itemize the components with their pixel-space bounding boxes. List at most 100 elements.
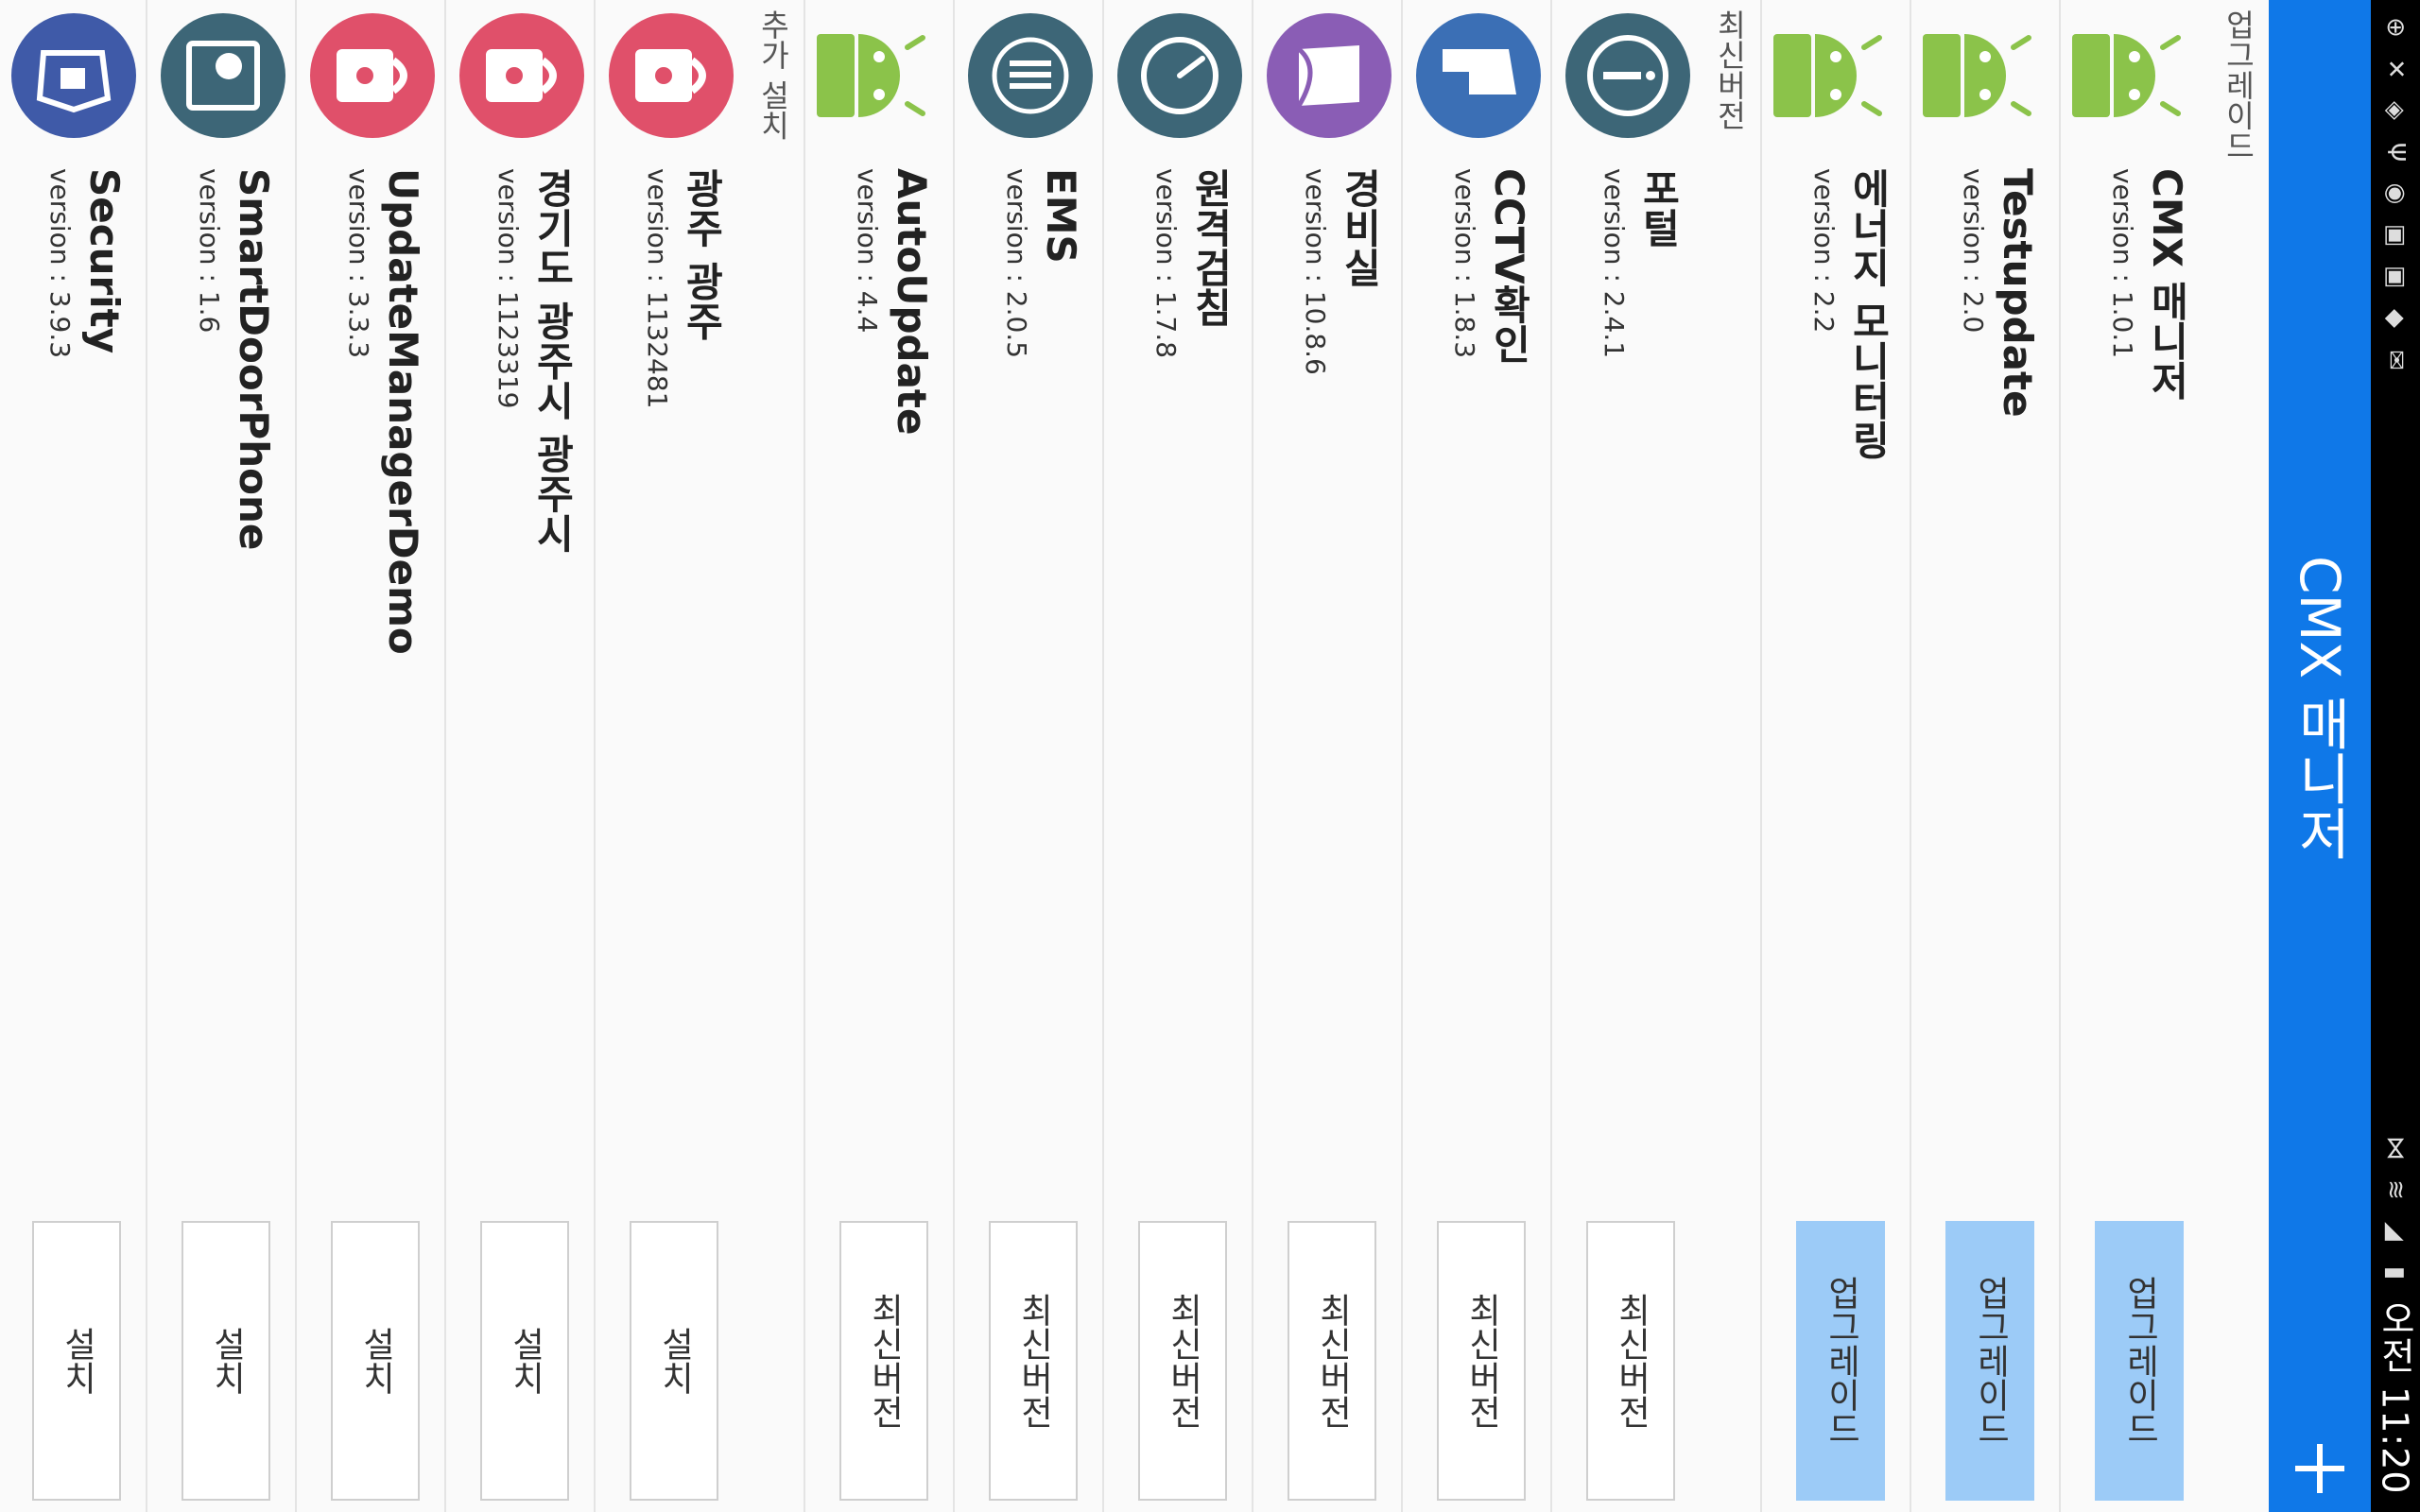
status-bar: ⊕ ✕ ◈ Ψ ◉ ▣ ▣ ◆ ✉ ⋈ ≋ ◢ ▮ 오전 11:20 xyxy=(2371,0,2420,1512)
lock-icon xyxy=(607,11,735,140)
button-label: 최신버전 xyxy=(1014,1293,1053,1429)
app-name: EMS xyxy=(1038,168,1084,264)
button-label: 최신버전 xyxy=(1612,1293,1651,1429)
apps-icon: ▣ xyxy=(2380,265,2410,289)
notification-icon: ⊕ xyxy=(2380,17,2410,38)
upgrade-button[interactable]: 업그레이드 xyxy=(2095,1221,2184,1501)
list-item[interactable]: CMX 매니저 version : 1.0.1 업그레이드 xyxy=(2059,0,2208,1512)
latest-version-button[interactable]: 최신버전 xyxy=(1138,1221,1227,1501)
section-header-label: 업그레이드 xyxy=(2221,9,2256,161)
app-name: 포털 xyxy=(1635,168,1682,248)
android-icon xyxy=(817,11,945,140)
app-version: version : 2.2 xyxy=(1808,168,1840,334)
list-item[interactable]: Testupdate version : 2.0 업그레이드 xyxy=(1910,0,2059,1512)
apps-icon: ▣ xyxy=(2380,223,2410,248)
app-version: version : 2.0.5 xyxy=(1001,168,1032,359)
button-label: 설치 xyxy=(655,1327,694,1395)
signal-icon: ◢ xyxy=(2381,1222,2410,1242)
section-header-install: 추가 설치 xyxy=(743,0,804,1512)
button-label: 설치 xyxy=(506,1327,544,1395)
app-version: version : 2.4.1 xyxy=(1599,168,1630,359)
add-button[interactable] xyxy=(2291,1440,2348,1497)
list-item[interactable]: SmartDoorPhone version : 1.6 설치 xyxy=(146,0,295,1512)
sync-icon: ◉ xyxy=(2381,182,2410,205)
button-label: 최신버전 xyxy=(1164,1293,1202,1429)
app-version: version : 2.0 xyxy=(1958,168,1989,334)
list-item[interactable]: 포털 version : 2.4.1 최신버전 xyxy=(1550,0,1700,1512)
usb-icon: Ψ xyxy=(2381,142,2410,163)
app-version: version : 1123319 xyxy=(493,168,524,409)
app-name: CMX 매니저 xyxy=(2144,168,2190,401)
app-name: SmartDoorPhone xyxy=(231,168,277,551)
app-name: 원격검침 xyxy=(1187,168,1234,327)
status-bar-system: ⋈ ≋ ◢ ▮ 오전 11:20 xyxy=(2371,1134,2420,1495)
app-name: Security xyxy=(81,168,128,354)
app-version: version : 3.9.3 xyxy=(44,168,76,359)
button-label: 업그레이드 xyxy=(1971,1276,2010,1446)
list-item[interactable]: 에너지 모니터링 version : 2.2 업그레이드 xyxy=(1760,0,1910,1512)
list-item[interactable]: Security version : 3.9.3 설치 xyxy=(0,0,146,1512)
section-header-upgrade: 업그레이드 xyxy=(2208,0,2269,1512)
button-label: 최신버전 xyxy=(865,1293,904,1429)
list-item[interactable]: 광주 광주 version : 1132481 설치 xyxy=(594,0,743,1512)
app-version: version : 1.7.8 xyxy=(1150,168,1182,359)
button-label: 최신버전 xyxy=(1462,1293,1501,1429)
app-name: UpdateManagerDemo xyxy=(380,168,426,655)
button-label: 업그레이드 xyxy=(2120,1276,2159,1446)
book-icon xyxy=(1265,11,1393,140)
app-name: CCTV확인 xyxy=(1486,168,1532,364)
latest-version-button[interactable]: 최신버전 xyxy=(839,1221,928,1501)
list-item[interactable]: 경비실 version : 10.8.6 최신버전 xyxy=(1252,0,1401,1512)
latest-version-button[interactable]: 최신버전 xyxy=(1437,1221,1526,1501)
section-header-label: 추가 설치 xyxy=(755,9,791,141)
wifi-icon: ≋ xyxy=(2380,1179,2410,1201)
app-name: Testupdate xyxy=(1995,168,2041,418)
app-list[interactable]: 업그레이드 CMX 매니저 version : 1.0.1 업그레이드 Testup… xyxy=(0,0,2269,1512)
list-item[interactable]: CCTV확인 version : 1.8.3 최신버전 xyxy=(1401,0,1550,1512)
list-item[interactable]: UpdateManagerDemo version : 3.3.3 설치 xyxy=(295,0,444,1512)
latest-version-button[interactable]: 최신버전 xyxy=(1586,1221,1675,1501)
install-button[interactable]: 설치 xyxy=(331,1221,420,1501)
ems-icon xyxy=(966,11,1095,140)
button-label: 업그레이드 xyxy=(1822,1276,1860,1446)
list-item[interactable]: 경기도 광주시 광주시 version : 1123319 설치 xyxy=(444,0,594,1512)
install-button[interactable]: 설치 xyxy=(32,1221,121,1501)
app-version: version : 1.0.1 xyxy=(2107,168,2138,359)
button-label: 설치 xyxy=(207,1327,246,1395)
list-item[interactable]: 원격검침 version : 1.7.8 최신버전 xyxy=(1102,0,1252,1512)
button-label: 설치 xyxy=(356,1327,395,1395)
info-icon xyxy=(1564,11,1692,140)
install-button[interactable]: 설치 xyxy=(182,1221,270,1501)
section-header-latest: 최신버전 xyxy=(1700,0,1760,1512)
list-item[interactable]: EMS version : 2.0.5 최신버전 xyxy=(953,0,1102,1512)
button-label: 설치 xyxy=(58,1327,96,1395)
install-button[interactable]: 설치 xyxy=(480,1221,569,1501)
building-icon xyxy=(1414,11,1543,140)
app-name: 경기도 광주시 광주시 xyxy=(529,168,576,554)
upgrade-button[interactable]: 업그레이드 xyxy=(1945,1221,2034,1501)
lock-icon xyxy=(308,11,437,140)
close-icon: ✕ xyxy=(2380,59,2410,79)
app-name: 에너지 모니터링 xyxy=(1845,168,1892,460)
home-shield-icon xyxy=(9,11,138,140)
android-icon xyxy=(2072,11,2201,140)
upgrade-button[interactable]: 업그레이드 xyxy=(1796,1221,1885,1501)
list-item[interactable]: AutoUpdate version : 4.4 최신버전 xyxy=(804,0,953,1512)
store-icon: ◆ xyxy=(2381,309,2410,328)
status-bar-notifications: ⊕ ✕ ◈ Ψ ◉ ▣ ▣ ◆ ✉ xyxy=(2371,15,2420,372)
latest-version-button[interactable]: 최신버전 xyxy=(989,1221,1078,1501)
app-version: version : 4.4 xyxy=(852,168,883,334)
lock-icon xyxy=(458,11,586,140)
section-header-label: 최신버전 xyxy=(1712,9,1748,130)
app-version: version : 1.8.3 xyxy=(1449,168,1480,359)
page-title: CMX 매니저 xyxy=(2288,556,2352,861)
mail-icon: ✉ xyxy=(2380,350,2410,370)
app-version: version : 1.6 xyxy=(194,168,225,334)
button-label: 최신버전 xyxy=(1313,1293,1352,1429)
battery-icon: ▮ xyxy=(2381,1266,2410,1280)
install-button[interactable]: 설치 xyxy=(630,1221,718,1501)
shield-icon: ◈ xyxy=(2381,101,2410,120)
latest-version-button[interactable]: 최신버전 xyxy=(1288,1221,1376,1501)
app-version: version : 3.3.3 xyxy=(343,168,374,359)
app-name: AutoUpdate xyxy=(889,168,935,436)
